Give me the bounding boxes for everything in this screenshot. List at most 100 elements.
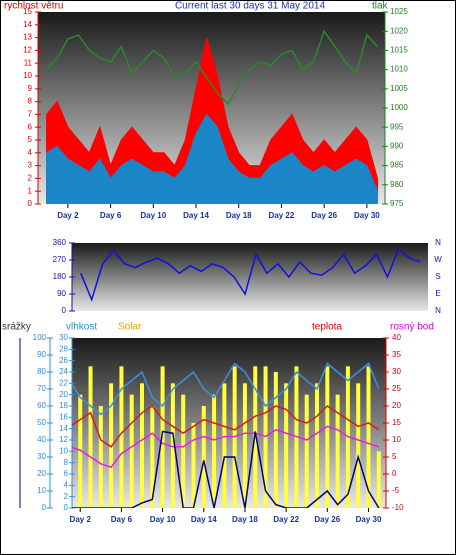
tick-label: S xyxy=(435,272,440,281)
x-tick-label: Day 18 xyxy=(232,515,258,524)
bar xyxy=(273,372,278,508)
tick-label: 13 xyxy=(23,33,32,42)
bar xyxy=(212,394,217,508)
bar xyxy=(129,394,134,508)
bar xyxy=(284,383,289,508)
x-tick-label: Day 2 xyxy=(70,515,92,524)
tick-label: 40 xyxy=(37,435,46,444)
tick-label: 2 xyxy=(28,174,33,183)
tick-label: 20 xyxy=(392,401,401,410)
tick-label: 1015 xyxy=(390,46,408,55)
plot-area xyxy=(80,247,421,302)
bar xyxy=(88,366,93,508)
tick-label: 1025 xyxy=(390,7,408,16)
x-tick-label: Day 10 xyxy=(140,211,166,220)
tick-label: 1005 xyxy=(390,84,408,93)
tick-label: 24 xyxy=(59,367,68,376)
chart-title: Current last 30 days 31 May 2014 xyxy=(175,1,326,12)
tick-label: 6 xyxy=(64,469,69,478)
tick-label: W xyxy=(434,255,442,264)
tick-label: N xyxy=(435,238,441,247)
bar xyxy=(366,366,371,508)
tick-label: 360 xyxy=(53,238,67,247)
tick-label: N xyxy=(435,306,441,315)
tick-label: 20 xyxy=(37,469,46,478)
tick-label: 12 xyxy=(23,46,32,55)
bar xyxy=(304,394,309,508)
tick-label: 980 xyxy=(390,180,404,189)
line xyxy=(45,29,379,106)
tick-label: 10 xyxy=(392,435,401,444)
bar xyxy=(253,366,258,508)
bar xyxy=(160,366,165,508)
tick-label: -5 xyxy=(392,486,400,495)
legend-label: srážky xyxy=(2,322,31,333)
tick-label: 14 xyxy=(23,20,32,29)
tick-label: 20 xyxy=(59,390,68,399)
x-tick-label: Day 22 xyxy=(273,515,299,524)
tick-label: 4 xyxy=(64,480,69,489)
line xyxy=(72,362,380,416)
tick-label: 28 xyxy=(59,344,68,353)
bar xyxy=(376,451,381,508)
plot-area xyxy=(45,29,379,204)
x-tick-label: Day 30 xyxy=(356,515,382,524)
line xyxy=(72,425,380,469)
tick-label: -10 xyxy=(392,503,404,512)
tick-label: 60 xyxy=(37,401,46,410)
line xyxy=(72,430,380,508)
bar xyxy=(315,383,320,508)
tick-label: 80 xyxy=(37,367,46,376)
tick-label: 8 xyxy=(28,97,33,106)
tick-label: 5 xyxy=(28,135,33,144)
tick-label: 1 xyxy=(28,186,33,195)
bar xyxy=(335,394,340,508)
bar xyxy=(201,406,206,508)
tick-label: E xyxy=(435,289,440,298)
legend-label: teplota xyxy=(312,322,342,333)
bar xyxy=(325,366,330,508)
tick-label: 270 xyxy=(53,255,67,264)
tick-label: 10 xyxy=(37,486,46,495)
x-tick-label: Day 6 xyxy=(111,515,133,524)
tick-label: 30 xyxy=(37,452,46,461)
line xyxy=(80,247,421,302)
tick-label: 15 xyxy=(23,7,32,16)
x-tick-label: Day 14 xyxy=(191,515,217,524)
tick-label: 985 xyxy=(390,161,404,170)
tick-label: 10 xyxy=(23,71,32,80)
tick-label: 8 xyxy=(64,458,69,467)
tick-label: 0 xyxy=(392,469,397,478)
x-tick-label: Day 22 xyxy=(269,211,295,220)
tick-label: 995 xyxy=(390,122,404,131)
tick-label: 0 xyxy=(28,199,33,208)
tick-label: 11 xyxy=(24,58,33,67)
tick-label: 0 xyxy=(64,503,69,512)
x-tick-label: Day 18 xyxy=(226,211,252,220)
area xyxy=(46,113,379,204)
tick-label: 5 xyxy=(392,452,397,461)
tick-label: 90 xyxy=(37,350,46,359)
tick-label: 1020 xyxy=(390,26,408,35)
legend-label: vlhkost xyxy=(66,322,97,333)
tick-label: 6 xyxy=(28,122,33,131)
tick-label: 35 xyxy=(392,350,401,359)
tick-label: 990 xyxy=(390,142,404,151)
tick-label: 975 xyxy=(390,199,404,208)
plot-bg xyxy=(72,338,386,508)
legend-label: Solar xyxy=(118,322,142,333)
tick-label: 1000 xyxy=(390,103,408,112)
tick-label: 1010 xyxy=(390,65,408,74)
tick-label: 16 xyxy=(59,412,68,421)
legend-label: rosný bod xyxy=(390,322,434,333)
bar xyxy=(170,383,175,508)
tick-label: 30 xyxy=(392,367,401,376)
tick-label: 70 xyxy=(37,384,46,393)
tick-label: 40 xyxy=(392,333,401,342)
tick-label: 7 xyxy=(28,110,33,119)
tick-label: 9 xyxy=(28,84,33,93)
bar xyxy=(222,383,227,508)
y2-label: tlak xyxy=(372,1,389,12)
tick-label: 22 xyxy=(59,378,68,387)
